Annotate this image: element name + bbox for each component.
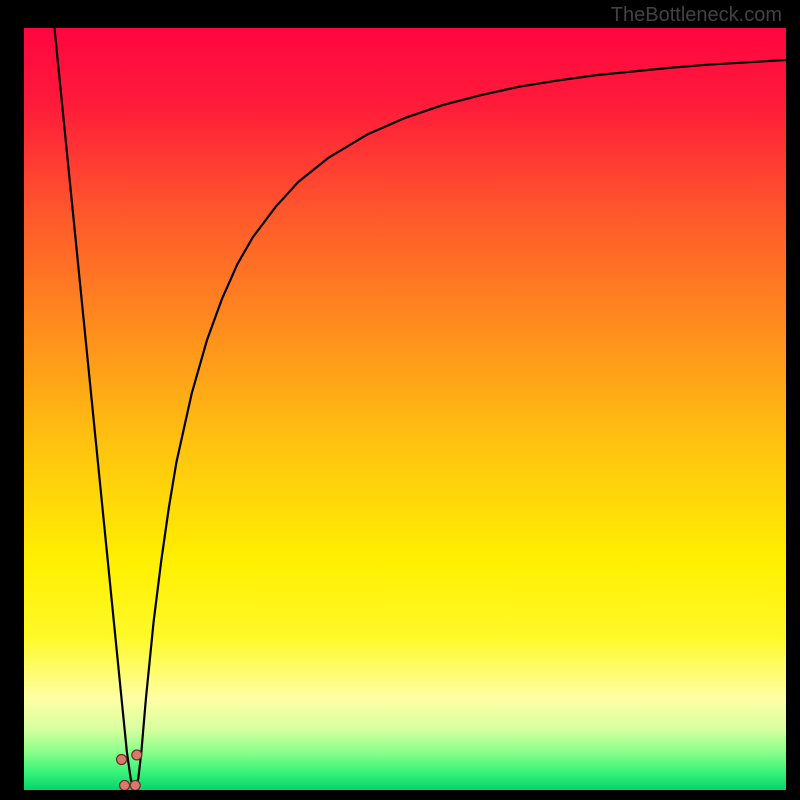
bottleneck-curve xyxy=(54,28,786,788)
data-point-marker xyxy=(117,755,127,765)
curve-layer xyxy=(24,28,786,790)
plot-area xyxy=(24,28,786,790)
data-point-marker xyxy=(120,780,130,790)
chart-container: TheBottleneck.com xyxy=(0,0,800,800)
data-point-marker xyxy=(130,780,140,790)
watermark-text: TheBottleneck.com xyxy=(611,4,782,27)
data-point-marker xyxy=(132,750,142,760)
